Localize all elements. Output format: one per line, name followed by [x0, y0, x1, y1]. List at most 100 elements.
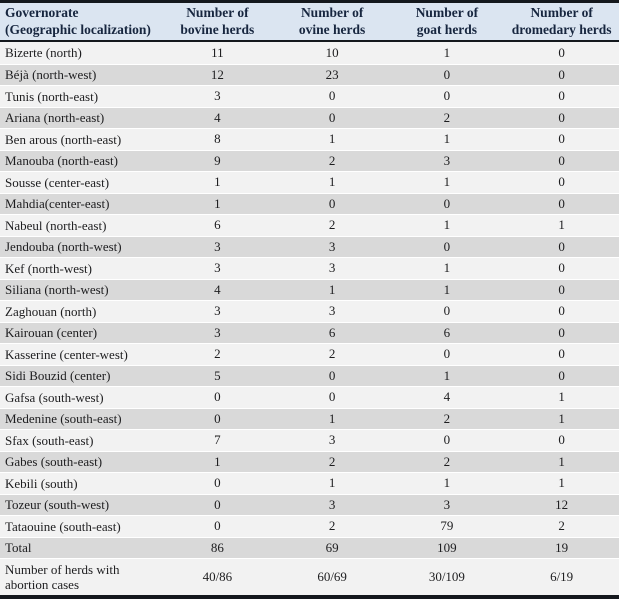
value-cell: 3: [443, 152, 451, 168]
value-cell: 0: [558, 131, 565, 147]
governorate-cell: Béjà (north-west): [5, 67, 97, 82]
value-cell: 1: [443, 367, 451, 383]
value-cell: 7: [214, 432, 221, 448]
table-row: Ben arous (north-east) 8 1 1 0: [0, 128, 619, 150]
governorate-cell: Gabes (south-east): [5, 454, 103, 469]
value-cell: 5: [214, 367, 221, 383]
value-cell: 0: [558, 195, 565, 211]
governorate-cell: Tozeur (south-west): [5, 497, 110, 512]
value-cell: 4: [443, 389, 451, 405]
value-cell: 0: [443, 238, 451, 254]
value-cell: 3: [328, 238, 336, 254]
value-cell: 1: [443, 281, 451, 297]
value-cell: 12: [210, 66, 224, 82]
value-cell: 19: [555, 539, 569, 555]
value-cell: 2: [328, 217, 336, 233]
header-line: Governorate: [5, 5, 79, 20]
table-row: Ariana (north-east) 4 0 2 0: [0, 106, 619, 128]
value-cell: 1: [328, 281, 336, 297]
value-cell: 0: [328, 367, 336, 383]
value-cell: 23: [325, 66, 339, 82]
table-row: Kebili (south) 0 1 1 1: [0, 472, 619, 494]
value-cell: 2: [214, 346, 221, 362]
governorate-cell: Siliana (north-west): [5, 282, 109, 297]
value-cell: 0: [558, 174, 565, 190]
table-row: Béjà (north-west) 12 23 0 0: [0, 63, 619, 85]
value-cell: 2: [328, 152, 336, 168]
value-cell: 0: [443, 195, 451, 211]
table-row: Tataouine (south-east) 0 2 79 2: [0, 515, 619, 537]
value-cell: 1: [558, 453, 565, 469]
value-cell: 2: [443, 109, 451, 125]
value-cell: 109: [437, 539, 457, 555]
value-cell: 0: [558, 152, 565, 168]
value-cell: 2: [328, 518, 336, 534]
table-row: Sousse (center-east) 1 1 1 0: [0, 171, 619, 193]
value-cell: 6: [443, 324, 451, 340]
value-cell: 0: [558, 324, 565, 340]
table-body: Bizerte (north) 11 10 1 0 Béjà (north-west) 12…: [0, 42, 619, 595]
value-cell: 3: [328, 260, 336, 276]
value-cell: 6/19: [550, 569, 574, 584]
value-cell: 2: [328, 453, 336, 469]
value-cell: 0: [443, 346, 451, 362]
governorate-cell: Gafsa (south-west): [5, 389, 104, 405]
table-row: Kairouan (center) 3 6 6 0: [0, 321, 619, 343]
governorate-cell: Mahdia(center-east): [5, 196, 110, 211]
table-row: Kef (north-west) 3 3 1 0: [0, 257, 619, 279]
value-cell: 10: [325, 44, 339, 60]
table-row: Bizerte (north) 11 10 1 0: [0, 42, 619, 64]
value-cell: 6: [328, 324, 336, 340]
value-cell: 1: [443, 217, 451, 233]
table-row: Gabes (south-east) 1 2 2 1: [0, 450, 619, 472]
value-cell: 0: [328, 389, 336, 405]
governorate-cell: Kasserine (center-west): [5, 346, 128, 362]
table-row: Kasserine (center-west) 2 2 0 0: [0, 343, 619, 365]
value-cell: 0: [328, 88, 336, 104]
value-cell: 3: [214, 324, 221, 340]
value-cell: 40/86: [202, 569, 233, 584]
table-row: Zaghouan (north) 3 3 0 0: [0, 300, 619, 322]
value-cell: 8: [214, 131, 221, 147]
value-cell: 0: [558, 109, 565, 125]
value-cell: 6: [214, 217, 221, 233]
value-cell: 3: [214, 260, 221, 276]
table-row: Gafsa (south-west) 0 0 4 1: [0, 386, 619, 408]
value-cell: 12: [555, 496, 569, 512]
value-cell: 1: [558, 217, 565, 233]
value-cell: 1: [443, 260, 451, 276]
value-cell: 0: [558, 432, 565, 448]
value-cell: 2: [558, 518, 565, 534]
governorate-cell: Tunis (north-east): [5, 88, 99, 104]
governorate-cell: Nabeul (north-east): [5, 217, 107, 233]
value-cell: 3: [328, 496, 336, 512]
governorate-cell: Manouba (north-east): [5, 153, 118, 168]
value-cell: 0: [558, 260, 565, 276]
value-cell: 86: [210, 539, 224, 555]
header-line: ovine herds: [298, 21, 366, 37]
header-bovine-herds: Number of bovine herds: [160, 3, 275, 40]
value-cell: 2: [443, 410, 451, 426]
value-cell: 0: [214, 475, 221, 491]
value-cell: 1: [328, 131, 336, 147]
header-line: Number of: [300, 5, 364, 20]
governorate-cell: Ben arous (north-east): [5, 131, 122, 147]
governorate-cell: Kebili (south): [5, 475, 78, 491]
value-cell: 0: [214, 518, 221, 534]
header-line: (Geographic localization): [5, 21, 151, 37]
value-cell: 1: [443, 44, 451, 60]
governorate-cell: Total: [5, 540, 32, 555]
value-cell: 2: [443, 453, 451, 469]
header-line: bovine herds: [180, 21, 255, 37]
governorate-cell: Sidi Bouzid (center): [5, 368, 111, 383]
table-row: Tunis (north-east) 3 0 0 0: [0, 85, 619, 107]
value-cell: 0: [328, 195, 336, 211]
governorate-cell: Kef (north-west): [5, 260, 92, 276]
value-cell: 0: [328, 109, 336, 125]
value-cell: 0: [558, 346, 565, 362]
header-dromedary-herds: Number of dromedary herds: [504, 3, 619, 40]
value-cell: 0: [558, 44, 565, 60]
governorate-cell: Sfax (south-east): [5, 432, 94, 448]
value-cell: 1: [558, 389, 565, 405]
value-cell: 0: [558, 238, 565, 254]
